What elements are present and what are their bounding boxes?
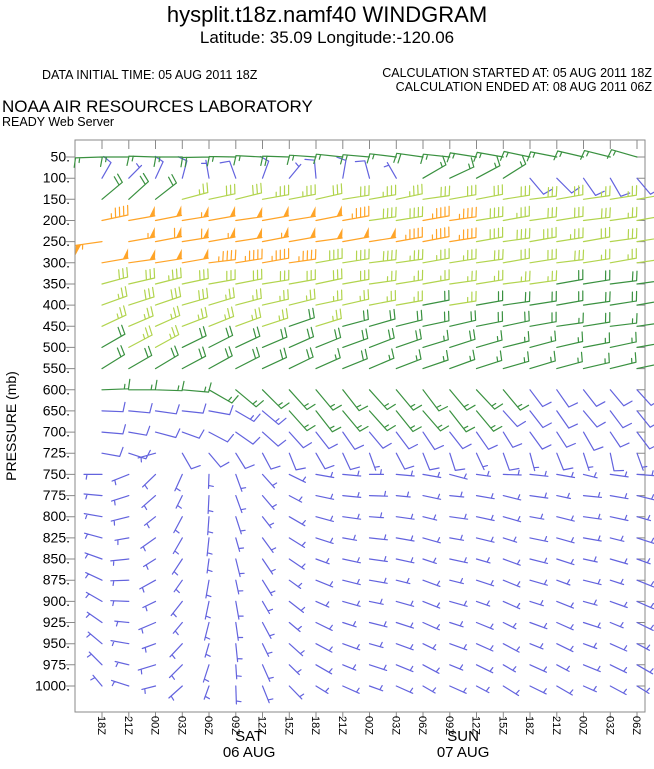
pressure-tick-label: 550. [43, 360, 70, 376]
pressure-tick-label: 200. [43, 212, 70, 228]
pressure-tick-label: 875. [43, 572, 70, 588]
pressure-tick-label: 300. [43, 254, 70, 270]
pressure-tick-label: 775. [43, 487, 70, 503]
wind-barb-layer [101, 182, 654, 348]
pressure-tick-label: 1000. [35, 678, 70, 694]
pressure-tick-label: 725. [43, 445, 70, 461]
time-tick-label: 12Z [470, 716, 482, 735]
pressure-tick-label: 900. [43, 593, 70, 609]
pressure-tick-label: 600. [43, 381, 70, 397]
wind-barb-field [73, 149, 654, 705]
time-tick-label: 15Z [282, 716, 294, 735]
time-tick-label: 18Z [95, 716, 107, 735]
pressure-tick-label: 975. [43, 656, 70, 672]
pressure-tick-label: 150. [43, 191, 70, 207]
wind-barb-layer [75, 204, 477, 264]
calculation-ended: CALCULATION ENDED AT: 08 AUG 2011 06Z [396, 80, 653, 94]
pressure-tick-label: 700. [43, 424, 70, 440]
pressure-axis-label: PRESSURE (mb) [3, 371, 19, 481]
pressure-tick-label: 650. [43, 402, 70, 418]
pressure-tick-label: 450. [43, 318, 70, 334]
wind-barb-layer [73, 149, 654, 433]
noaa-lab-heading: NOAA AIR RESOURCES LABORATORY [2, 97, 313, 116]
time-tick-label: 21Z [122, 716, 134, 735]
day-name-label: SAT [235, 728, 263, 745]
time-tick-label: 03Z [603, 716, 615, 735]
day-date-label: 07 AUG [437, 744, 490, 761]
time-tick-label: 06Z [416, 716, 428, 735]
pressure-tick-label: 400. [43, 297, 70, 313]
pressure-tick-label: 250. [43, 233, 70, 249]
pressure-tick-label: 50. [51, 149, 70, 165]
time-tick-label: 15Z [496, 716, 508, 735]
time-tick-label: 00Z [149, 716, 161, 735]
time-tick-label: 06Z [202, 716, 214, 735]
time-tick-label: 09Z [443, 716, 455, 735]
wind-barb-layer [83, 155, 654, 705]
pressure-tick-label: 850. [43, 551, 70, 567]
time-tick-label: 21Z [336, 716, 348, 735]
time-tick-label: 21Z [550, 716, 562, 735]
axis-frame-ticks-path [66, 139, 646, 718]
pressure-tick-label: 925. [43, 614, 70, 630]
time-tick-label: 18Z [309, 716, 321, 735]
pressure-tick-label: 500. [43, 339, 70, 355]
day-name-label: SUN [447, 728, 479, 745]
time-tick-label: 18Z [523, 716, 535, 735]
pressure-tick-label: 825. [43, 529, 70, 545]
time-tick-label: 03Z [389, 716, 401, 735]
time-tick-label: 03Z [175, 716, 187, 735]
pressure-tick-label: 800. [43, 508, 70, 524]
pressure-tick-label: 100. [43, 170, 70, 186]
pressure-tick-labels: 50. 100. 150. 200. 250. 300. 350. 400. 450. 500. 5… [35, 149, 70, 694]
time-tick-label: 09Z [229, 716, 241, 735]
calculation-started: CALCULATION STARTED AT: 05 AUG 2011 18Z [382, 66, 652, 80]
time-tick-label: 00Z [363, 716, 375, 735]
page-title: hysplit.t18z.namf40 WINDGRAM [167, 2, 487, 27]
pressure-tick-label: 350. [43, 276, 70, 292]
ready-web-server-label: READY Web Server [2, 115, 114, 129]
day-date-label: 06 AUG [223, 744, 276, 761]
time-tick-labels: 18Z 21Z 00Z 03Z 06Z 09Z 12Z 15Z 18Z 21Z 00Z 03Z 06Z 0… [95, 716, 642, 735]
data-initial-time: DATA INITIAL TIME: 05 AUG 2011 18Z [42, 68, 258, 82]
time-tick-label: 00Z [577, 716, 589, 735]
pressure-tick-label: 750. [43, 466, 70, 482]
location-subtitle: Latitude: 35.09 Longitude:-120.06 [200, 28, 454, 47]
pressure-tick-label: 950. [43, 635, 70, 651]
time-tick-label: 12Z [256, 716, 268, 735]
time-tick-label: 06Z [630, 716, 642, 735]
plot-frame-and-ticks [66, 139, 646, 718]
